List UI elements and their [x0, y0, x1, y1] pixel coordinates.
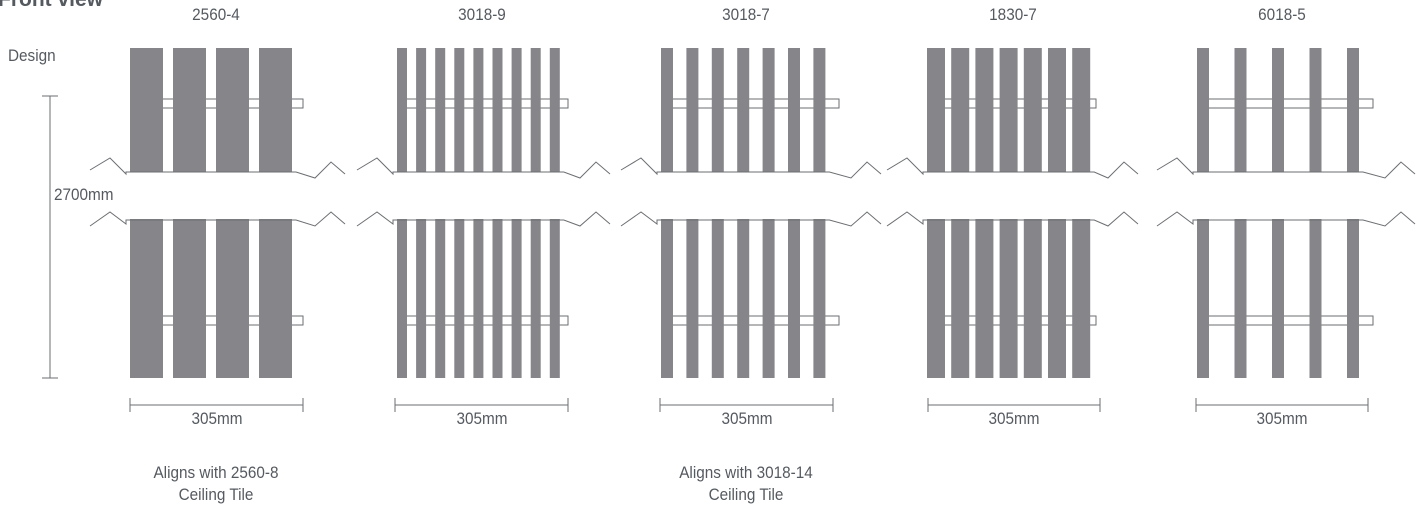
- blade-lower: [999, 219, 1018, 378]
- blade-lower: [1309, 219, 1322, 378]
- blade-lower: [173, 219, 206, 378]
- blade-upper: [173, 48, 206, 172]
- blade-upper: [397, 48, 407, 172]
- blade-upper: [530, 48, 541, 172]
- break-line-lower: [886, 211, 1139, 227]
- blade-upper: [1234, 48, 1247, 172]
- design-code-label: 3018-7: [722, 5, 770, 24]
- blade-lower: [951, 219, 970, 378]
- blade-lower: [711, 219, 724, 378]
- blade-upper: [788, 48, 800, 172]
- blade-lower: [416, 219, 427, 378]
- width-dimension-label: 305mm: [455, 409, 508, 428]
- blade-upper: [1309, 48, 1322, 172]
- blade-lower: [1048, 219, 1066, 378]
- design-code-label: 6018-5: [1258, 5, 1306, 24]
- alignment-note: Aligns with 2560-8 Ceiling Tile: [126, 462, 306, 506]
- blade-upper: [454, 48, 465, 172]
- break-line-upper: [1156, 157, 1416, 179]
- blade-lower: [530, 219, 541, 378]
- break-line-lower: [89, 211, 346, 227]
- blade-lower: [473, 219, 484, 378]
- view-title: Front view: [0, 0, 103, 12]
- blade-lower: [1234, 219, 1247, 378]
- alignment-note-line: Aligns with 3018-14: [679, 463, 813, 482]
- blade-lower: [927, 219, 945, 378]
- height-dimension-label: 2700mm: [54, 185, 114, 205]
- blade-lower: [1347, 219, 1359, 378]
- blade-upper: [1023, 48, 1042, 172]
- blade-lower: [130, 219, 163, 378]
- blade-upper: [416, 48, 427, 172]
- width-dimension-label: 305mm: [988, 409, 1040, 428]
- blade-lower: [454, 219, 465, 378]
- blade-lower: [492, 219, 503, 378]
- alignment-note: Aligns with 3018-14 Ceiling Tile: [656, 462, 836, 506]
- blade-lower: [259, 219, 292, 378]
- break-line-lower: [1156, 211, 1416, 227]
- blade-upper: [927, 48, 945, 172]
- blade-upper: [511, 48, 522, 172]
- break-line-lower: [620, 211, 882, 227]
- blade-lower: [788, 219, 800, 378]
- blade-upper: [130, 48, 163, 172]
- design-code-label: 2560-4: [192, 5, 240, 24]
- width-dimension-label: 305mm: [1256, 409, 1308, 428]
- width-dimension-label: 305mm: [190, 409, 243, 428]
- blade-lower: [1272, 219, 1284, 378]
- blade-upper: [1197, 48, 1209, 172]
- blade-upper: [951, 48, 970, 172]
- blade-lower: [435, 219, 446, 378]
- blade-upper: [711, 48, 724, 172]
- blade-upper: [492, 48, 503, 172]
- blade-upper: [1347, 48, 1359, 172]
- alignment-note-line: Ceiling Tile: [178, 485, 254, 504]
- blade-lower: [549, 219, 560, 378]
- blade-lower: [737, 219, 750, 378]
- design-code-label: 1830-7: [989, 5, 1037, 24]
- blade-lower: [1072, 219, 1091, 378]
- blade-upper: [473, 48, 484, 172]
- design-code-label: 3018-9: [458, 5, 506, 24]
- blade-upper: [1272, 48, 1284, 172]
- blade-upper: [549, 48, 560, 172]
- blade-lower: [511, 219, 522, 378]
- blade-lower: [1197, 219, 1209, 378]
- blade-upper: [686, 48, 699, 172]
- break-line-upper: [356, 157, 611, 179]
- alignment-note-line: Ceiling Tile: [708, 485, 784, 504]
- break-line-lower: [356, 211, 611, 227]
- break-line-upper: [886, 157, 1139, 179]
- blade-lower: [661, 219, 673, 378]
- blade-upper: [737, 48, 750, 172]
- blade-lower: [975, 219, 994, 378]
- blade-lower: [1023, 219, 1042, 378]
- blade-upper: [259, 48, 292, 172]
- break-line-upper: [620, 157, 882, 179]
- blade-upper: [661, 48, 673, 172]
- width-dimension-label: 305mm: [720, 409, 773, 428]
- blade-lower: [216, 219, 249, 378]
- blade-upper: [216, 48, 249, 172]
- blade-upper: [975, 48, 994, 172]
- blade-lower: [762, 219, 775, 378]
- blade-upper: [435, 48, 446, 172]
- design-row-label: Design: [8, 46, 56, 65]
- blade-upper: [1072, 48, 1091, 172]
- blade-upper: [813, 48, 826, 172]
- blade-lower: [686, 219, 699, 378]
- break-line-upper: [89, 157, 346, 179]
- alignment-note-line: Aligns with 2560-8: [153, 463, 279, 482]
- blade-upper: [999, 48, 1018, 172]
- blade-upper: [762, 48, 775, 172]
- blade-lower: [397, 219, 407, 378]
- blade-lower: [813, 219, 826, 378]
- blade-upper: [1048, 48, 1066, 172]
